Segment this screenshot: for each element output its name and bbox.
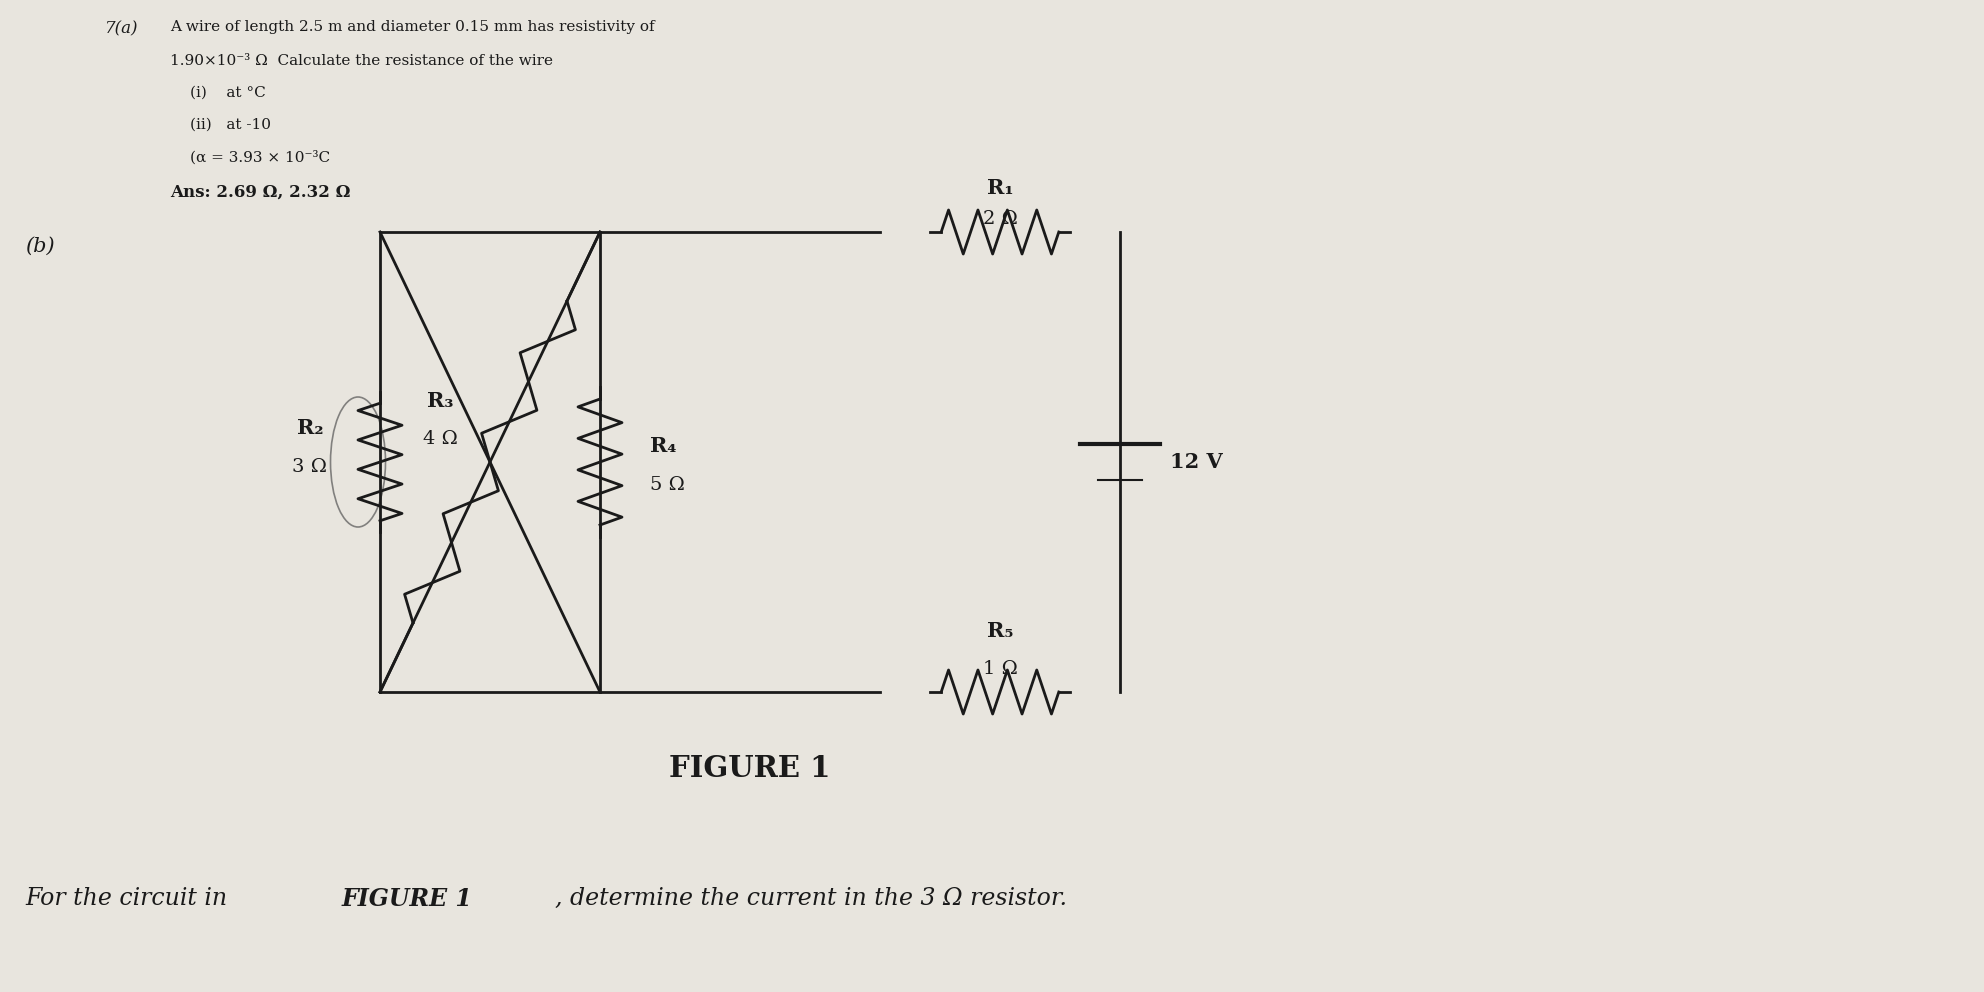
Text: 1 Ω: 1 Ω xyxy=(982,660,1018,678)
Text: 3 Ω: 3 Ω xyxy=(292,458,327,476)
Text: 7(a): 7(a) xyxy=(105,20,139,37)
Text: R₅: R₅ xyxy=(986,621,1014,641)
Text: 12 V: 12 V xyxy=(1171,452,1222,472)
Text: 2 Ω: 2 Ω xyxy=(982,210,1018,228)
Text: R₄: R₄ xyxy=(651,436,677,456)
Text: 1.90×10⁻³ Ω  Calculate the resistance of the wire: 1.90×10⁻³ Ω Calculate the resistance of … xyxy=(171,54,554,68)
Text: A wire of length 2.5 m and diameter 0.15 mm has resistivity of: A wire of length 2.5 m and diameter 0.15… xyxy=(171,20,655,34)
Text: (i)    at °C: (i) at °C xyxy=(190,86,266,100)
Text: R₂: R₂ xyxy=(298,418,323,438)
Text: (α = 3.93 × 10⁻³C: (α = 3.93 × 10⁻³C xyxy=(190,150,329,165)
Text: R₃: R₃ xyxy=(427,391,452,411)
Text: 5 Ω: 5 Ω xyxy=(651,476,684,494)
Text: (ii)   at -10: (ii) at -10 xyxy=(190,118,272,132)
Text: FIGURE 1: FIGURE 1 xyxy=(669,754,831,783)
Text: Ans: 2.69 Ω, 2.32 Ω: Ans: 2.69 Ω, 2.32 Ω xyxy=(171,184,351,201)
Text: (b): (b) xyxy=(26,237,56,256)
Text: FIGURE 1: FIGURE 1 xyxy=(341,887,472,911)
Text: R₁: R₁ xyxy=(986,178,1014,198)
Text: 4 Ω: 4 Ω xyxy=(423,430,458,448)
Text: For the circuit in: For the circuit in xyxy=(26,887,234,910)
Text: , determine the current in the 3 Ω resistor.: , determine the current in the 3 Ω resis… xyxy=(556,887,1067,910)
